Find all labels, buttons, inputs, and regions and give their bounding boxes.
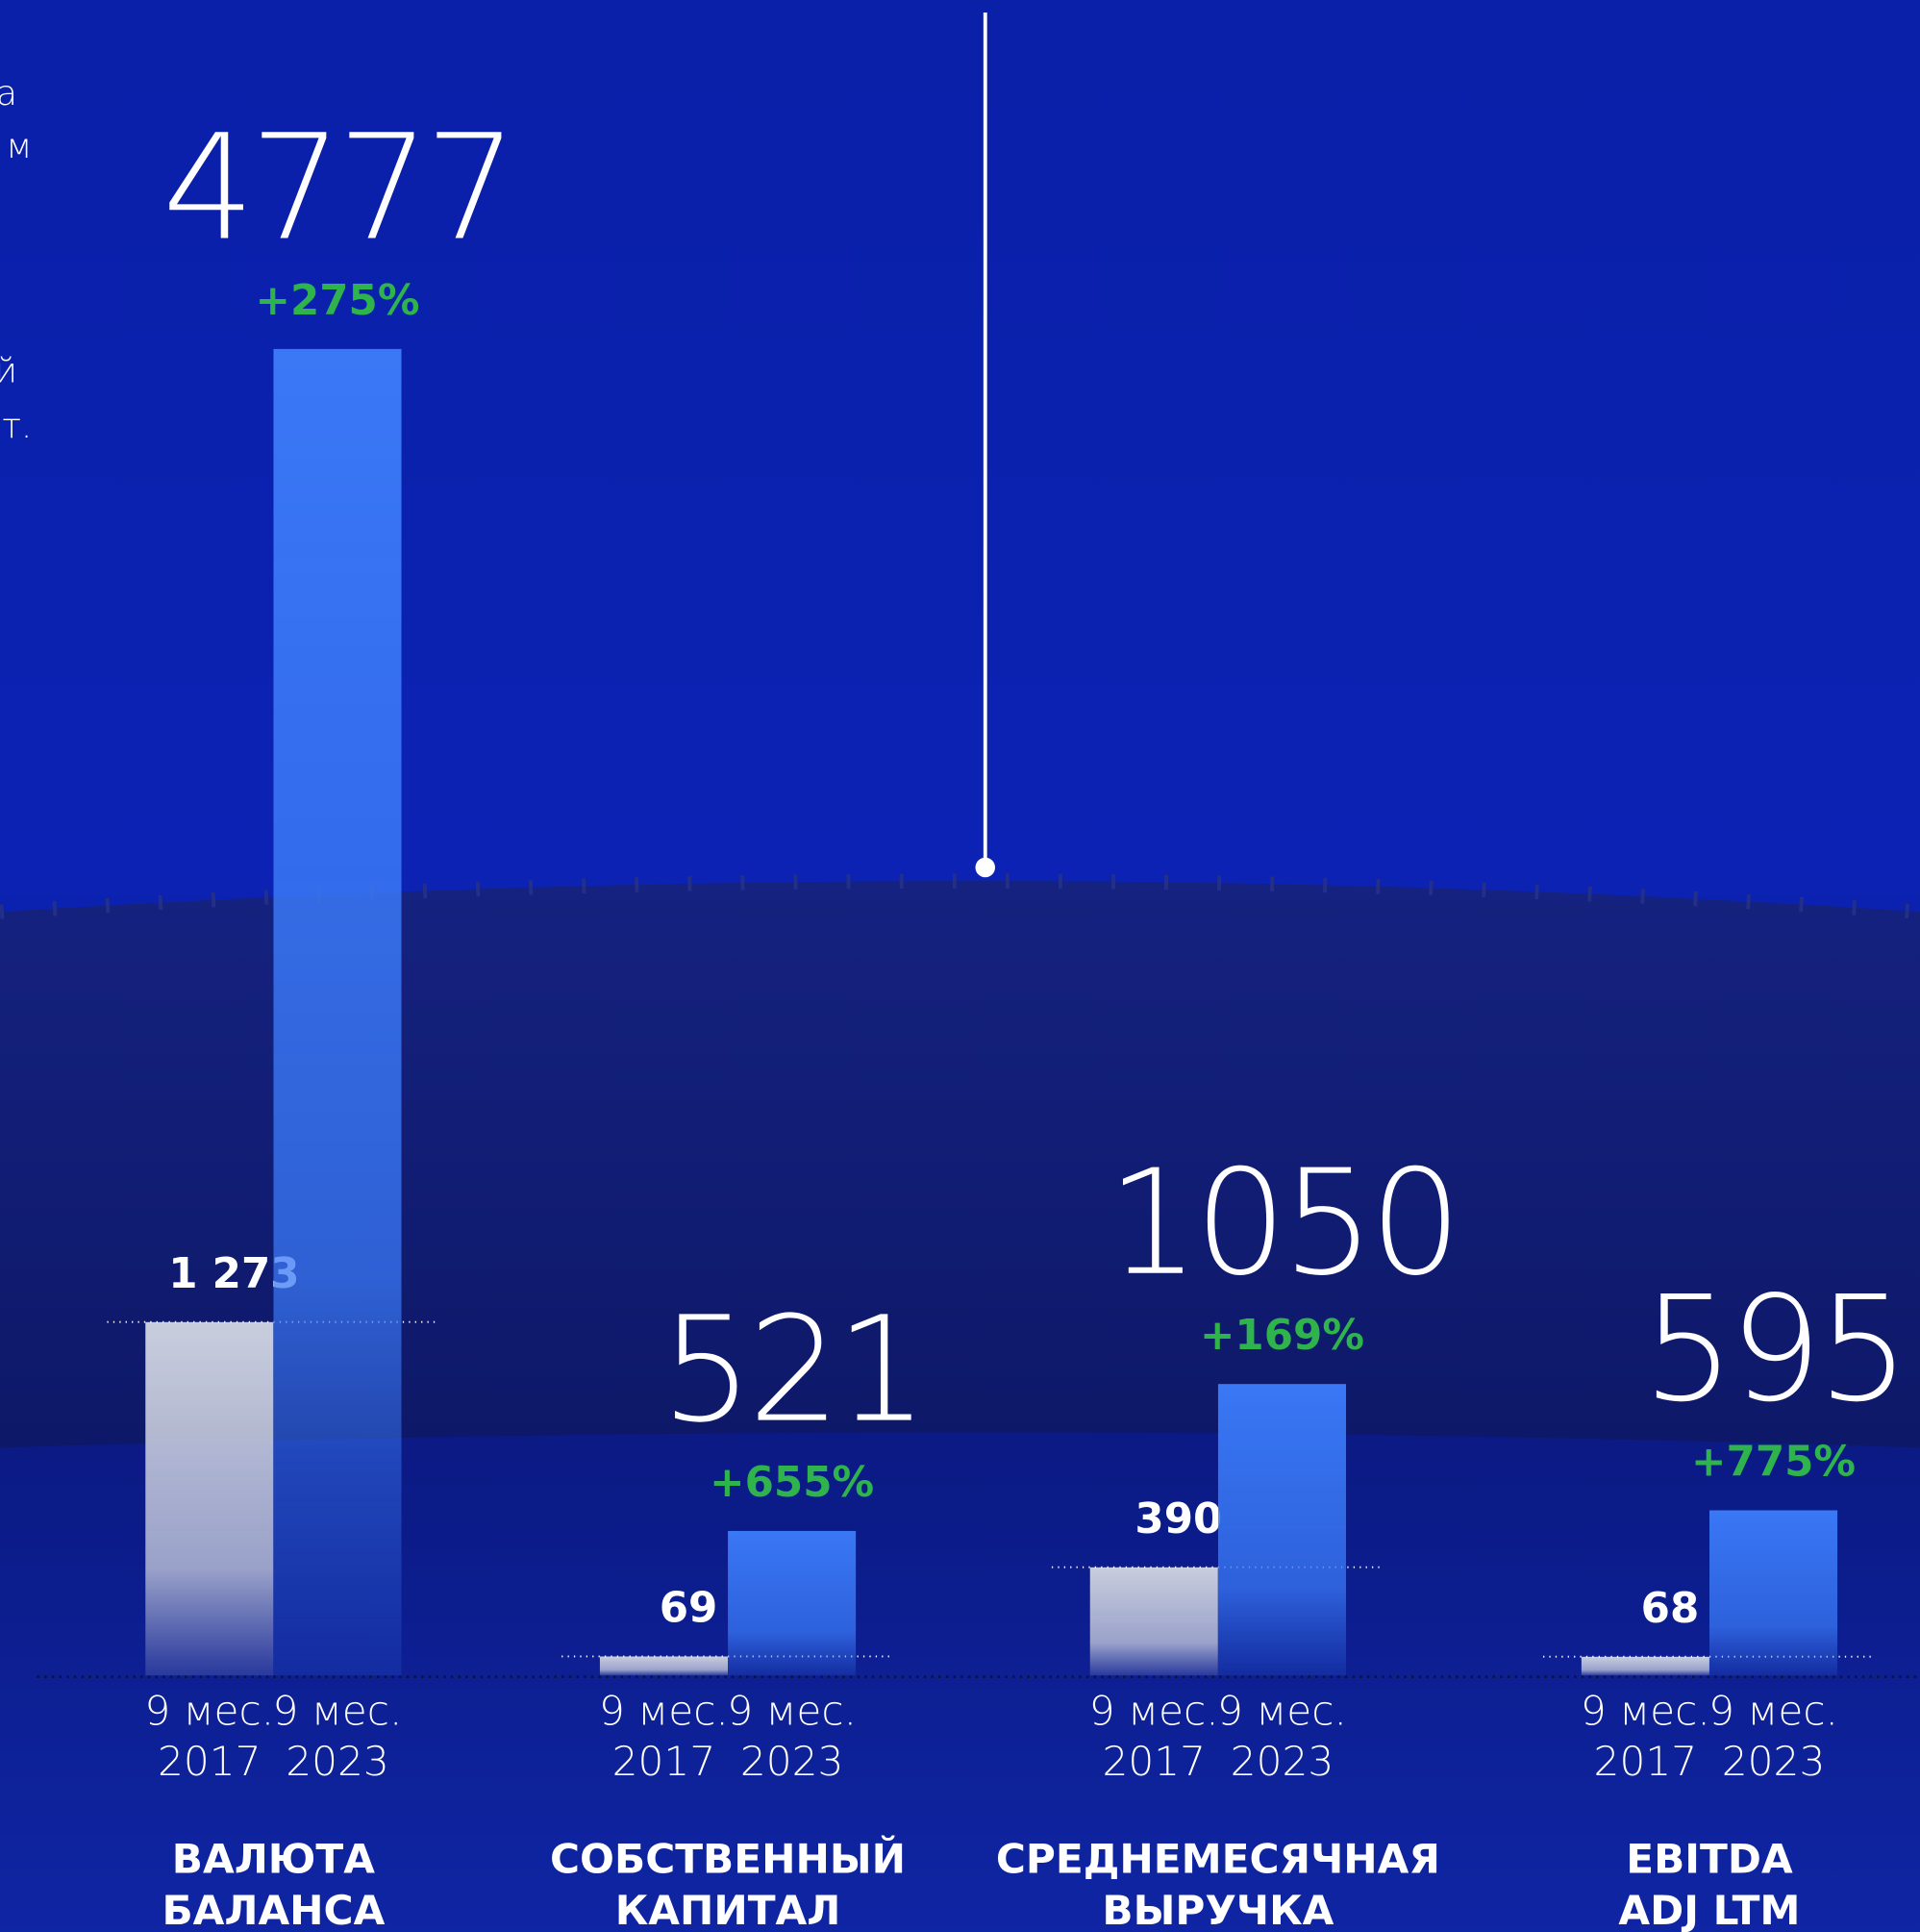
period-label: 9 мес.: [144, 1688, 274, 1735]
bar: [1090, 1568, 1218, 1676]
value-label: 4777: [162, 103, 512, 272]
change-label: +655%: [710, 1459, 874, 1507]
period-label: 2017: [1594, 1738, 1698, 1785]
period-label: 9 мес.: [727, 1688, 857, 1735]
bar: [145, 1322, 273, 1676]
period-label: 9 мес.: [599, 1688, 729, 1735]
period-label: 9 мес.: [1217, 1688, 1347, 1735]
category-label: БАЛАНСА: [162, 1887, 385, 1932]
period-label: 2017: [158, 1738, 262, 1785]
category-label: КАПИТАЛ: [615, 1887, 841, 1932]
period-label: 2017: [1102, 1738, 1206, 1785]
bar: [1582, 1657, 1709, 1676]
change-label: +275%: [255, 277, 419, 325]
page: амйт.9 мес.20171 2739 мес.2023+275%4777В…: [0, 0, 1920, 1932]
change-label: +775%: [1691, 1439, 1856, 1487]
side-text: а: [0, 74, 17, 113]
period-label: 2023: [1231, 1738, 1334, 1785]
period-label: 2023: [286, 1738, 389, 1785]
period-label: 9 мес.: [1089, 1688, 1219, 1735]
category-label: EBITDA: [1626, 1835, 1793, 1882]
category-label: СОБСТВЕННЫЙ: [550, 1834, 906, 1882]
category-label: ADJ LTM: [1618, 1887, 1800, 1932]
change-label: +169%: [1200, 1312, 1364, 1360]
category-label: СРЕДНЕМЕСЯЧНАЯ: [996, 1835, 1440, 1882]
period-label: 2023: [740, 1738, 844, 1785]
value-label: 1050: [1107, 1139, 1457, 1308]
value-label: 68: [1641, 1585, 1700, 1633]
value-label: 595: [1642, 1265, 1905, 1434]
period-label: 9 мес.: [273, 1688, 403, 1735]
bar: [1709, 1510, 1837, 1675]
bar: [273, 349, 401, 1676]
period-label: 9 мес.: [1581, 1688, 1710, 1735]
chart: амйт.9 мес.20171 2739 мес.2023+275%4777В…: [0, 0, 1920, 1932]
pointer-dot: [976, 858, 995, 877]
period-label: 2017: [612, 1738, 716, 1785]
bar: [728, 1531, 856, 1675]
value-label: 69: [660, 1585, 718, 1633]
bar: [600, 1656, 728, 1675]
value-label: 390: [1135, 1495, 1222, 1543]
period-label: 9 мес.: [1708, 1688, 1838, 1735]
bar: [1218, 1384, 1346, 1675]
side-text: й: [0, 351, 17, 390]
side-text: м: [6, 127, 32, 166]
side-text: т.: [2, 407, 32, 446]
category-label: ВАЛЮТА: [172, 1835, 375, 1882]
category-label: ВЫРУЧКА: [1102, 1887, 1334, 1932]
value-label: 521: [661, 1286, 923, 1455]
period-label: 2023: [1722, 1738, 1826, 1785]
